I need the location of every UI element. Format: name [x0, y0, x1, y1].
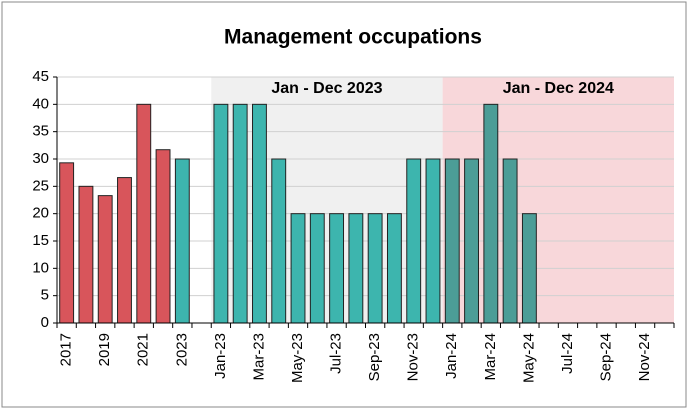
bar	[521, 213, 537, 324]
x-tick-label: Sep-24	[597, 333, 614, 381]
bar	[444, 158, 460, 324]
bar	[425, 158, 441, 324]
x-tick-label: 2019	[96, 333, 113, 366]
bar	[406, 158, 422, 324]
bar	[502, 158, 518, 324]
chart-title: Management occupations	[224, 26, 482, 49]
x-tick-label: Sep-23	[366, 333, 383, 381]
bar	[483, 103, 499, 324]
bar	[232, 103, 248, 324]
x-tick-label: Mar-24	[482, 333, 499, 381]
bar	[290, 213, 306, 324]
bar	[78, 185, 94, 324]
x-tick-label: Jul-24	[559, 333, 576, 374]
x-tick-label: 2021	[135, 333, 152, 366]
y-tick-label: 25	[32, 177, 49, 194]
region-label: Jan - Dec 2023	[271, 80, 382, 97]
y-tick-label: 20	[32, 205, 49, 222]
x-tick-label: Nov-24	[636, 333, 653, 381]
y-tick-label: 0	[41, 314, 49, 331]
y-tick-label: 35	[32, 123, 49, 140]
x-tick-label: Mar-23	[250, 333, 267, 381]
y-tick-label: 30	[32, 150, 49, 167]
bar	[174, 158, 190, 324]
bar	[252, 103, 267, 324]
x-tick-label: May-24	[520, 333, 537, 383]
y-tick-label: 40	[32, 95, 49, 112]
bar	[59, 162, 75, 324]
bar	[464, 158, 479, 324]
x-tick-label: Jan-24	[443, 333, 460, 379]
bar	[367, 213, 383, 324]
bar	[117, 177, 132, 324]
y-tick-label: 45	[32, 68, 49, 85]
period-region	[211, 77, 443, 323]
x-tick-label: Jan-23	[212, 333, 229, 379]
y-tick-label: 15	[32, 232, 49, 249]
period-region	[442, 77, 674, 323]
x-tick-label: 2017	[58, 333, 75, 366]
bar	[386, 213, 402, 324]
bar	[309, 213, 325, 324]
x-tick-label: Nov-23	[405, 333, 422, 381]
x-tick-label: 2023	[173, 333, 190, 366]
x-tick-label: May-23	[289, 333, 306, 383]
y-tick-label: 10	[32, 259, 49, 276]
bar	[97, 195, 113, 324]
bar	[155, 149, 171, 324]
x-tick-label: Jul-23	[328, 333, 345, 374]
bar	[136, 103, 152, 324]
region-label: Jan - Dec 2024	[503, 80, 614, 97]
bar	[348, 213, 364, 324]
y-tick-label: 5	[41, 287, 49, 304]
bar	[329, 213, 345, 324]
bar	[271, 158, 287, 324]
bar	[213, 103, 229, 324]
